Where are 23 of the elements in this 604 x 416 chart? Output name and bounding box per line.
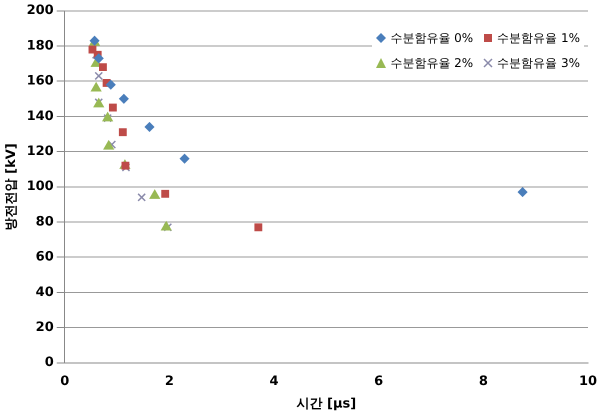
x-tick-label: 2 xyxy=(164,374,174,389)
y-tick-label: 40 xyxy=(36,284,54,300)
legend-label: 수분함유율 1% xyxy=(497,31,580,45)
y-axis-title: 방전전압 [kV] xyxy=(4,143,20,230)
x-tick-label: 4 xyxy=(270,374,279,389)
x-tick-label: 0 xyxy=(60,374,70,389)
y-tick-label: 200 xyxy=(26,3,54,18)
x-tick-label: 6 xyxy=(374,374,384,389)
y-tick-label: 0 xyxy=(44,355,54,370)
x-axis-title: 시간 [μs] xyxy=(296,396,356,412)
y-tick-label: 100 xyxy=(26,179,54,194)
x-tick-label: 10 xyxy=(578,374,598,389)
x-tick-label: 8 xyxy=(478,374,488,389)
y-tick-label: 140 xyxy=(26,108,54,124)
legend-label: 수분함유율 2% xyxy=(390,56,474,70)
y-tick-label: 120 xyxy=(26,144,54,159)
legend-label: 수분함유율 0% xyxy=(390,31,474,45)
y-tick-label: 20 xyxy=(36,320,54,335)
y-tick-label: 180 xyxy=(26,38,54,54)
y-tick-label: 160 xyxy=(26,74,54,89)
y-tick-label: 80 xyxy=(36,214,54,230)
legend-label: 수분함유율 3% xyxy=(497,56,580,70)
y-tick-label: 60 xyxy=(36,250,54,265)
